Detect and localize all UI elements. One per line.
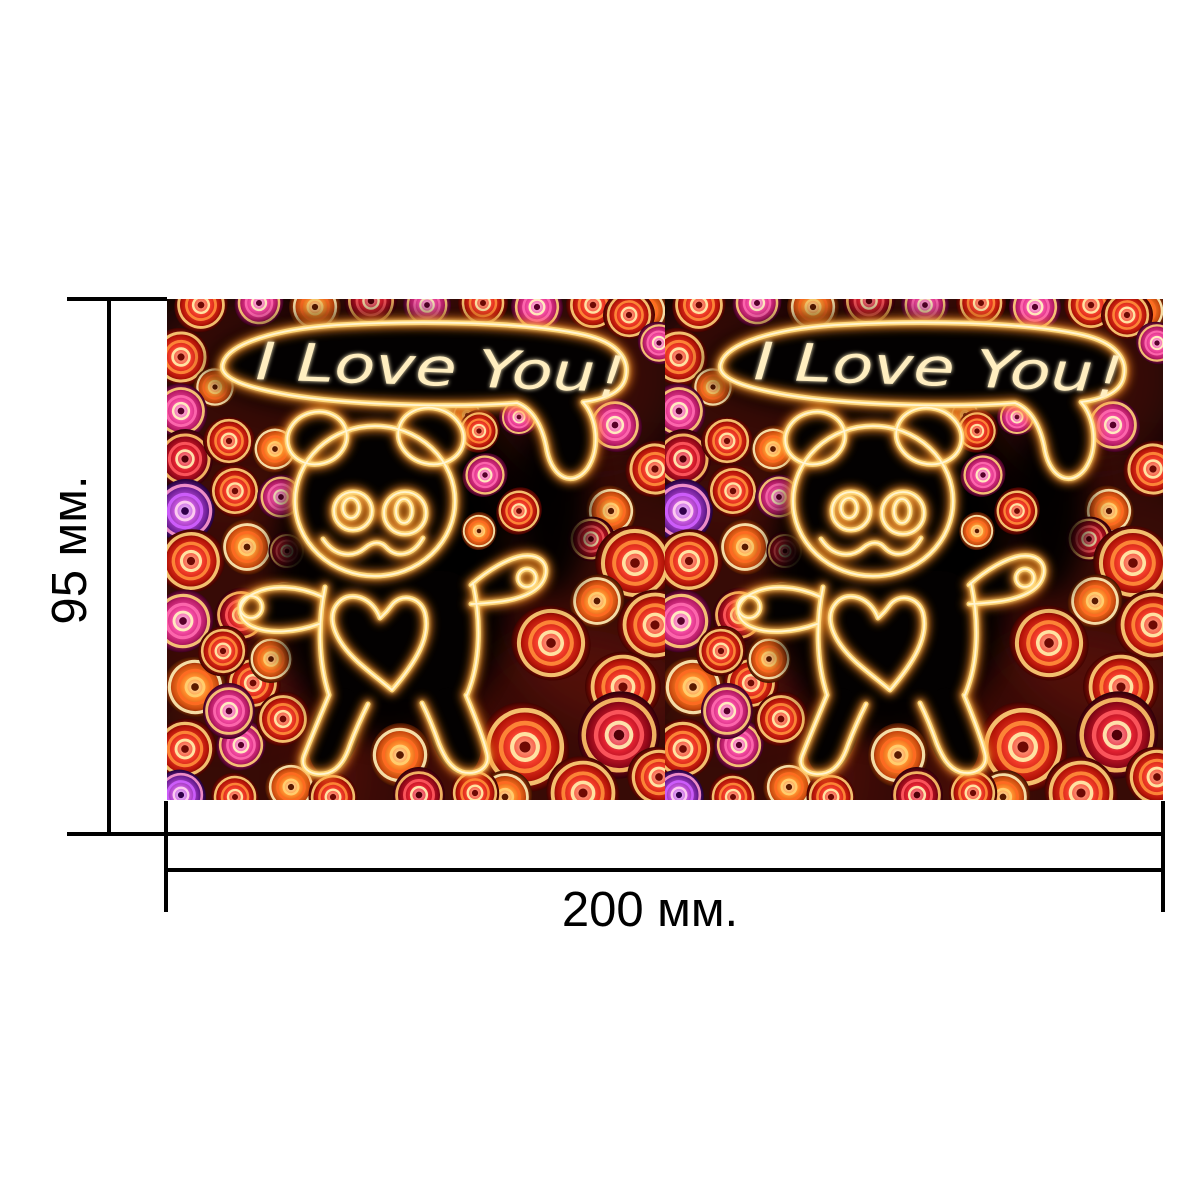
swirl — [511, 605, 591, 681]
swirl — [462, 453, 508, 497]
swirl — [392, 767, 446, 800]
width-label: 200 мм. — [561, 883, 739, 937]
swirl — [480, 702, 570, 792]
swirl — [265, 762, 317, 800]
width-dimension-line — [165, 868, 1165, 872]
swirl — [234, 299, 284, 327]
swirl — [637, 321, 665, 365]
height-label: 95 мм. — [43, 475, 97, 625]
swirl — [256, 691, 310, 747]
artwork-svg: I Love You ! — [167, 299, 1163, 800]
swirl — [625, 440, 665, 498]
swirl — [587, 397, 643, 453]
artwork-panel-left: I Love You ! — [167, 299, 665, 800]
swirl — [167, 327, 210, 387]
swirl — [569, 574, 625, 628]
swirl — [220, 519, 274, 575]
swirl — [211, 772, 259, 800]
swirl — [167, 769, 206, 800]
swirl — [174, 299, 228, 333]
swirl — [461, 512, 497, 550]
swirl — [203, 416, 255, 466]
swirl — [209, 464, 261, 518]
swirl — [167, 479, 215, 543]
swirl — [603, 299, 655, 340]
swirl — [167, 589, 214, 653]
speech-bubble-text: I Love You — [255, 332, 597, 404]
swirl — [627, 746, 665, 800]
swirl — [167, 718, 217, 780]
width-extension-right — [1161, 801, 1165, 912]
height-tick-top — [67, 297, 167, 301]
swirl — [197, 625, 249, 677]
swirl — [167, 529, 225, 593]
height-tick-bottom — [67, 832, 1165, 836]
height-dimension-line — [107, 299, 111, 834]
width-extension-left — [164, 801, 168, 912]
product-artwork: I Love You ! — [167, 299, 1163, 800]
swirl — [546, 756, 620, 800]
swirl — [496, 487, 542, 535]
swirl — [202, 683, 256, 739]
swirl — [617, 589, 665, 661]
artwork-panel-right — [605, 299, 1163, 800]
